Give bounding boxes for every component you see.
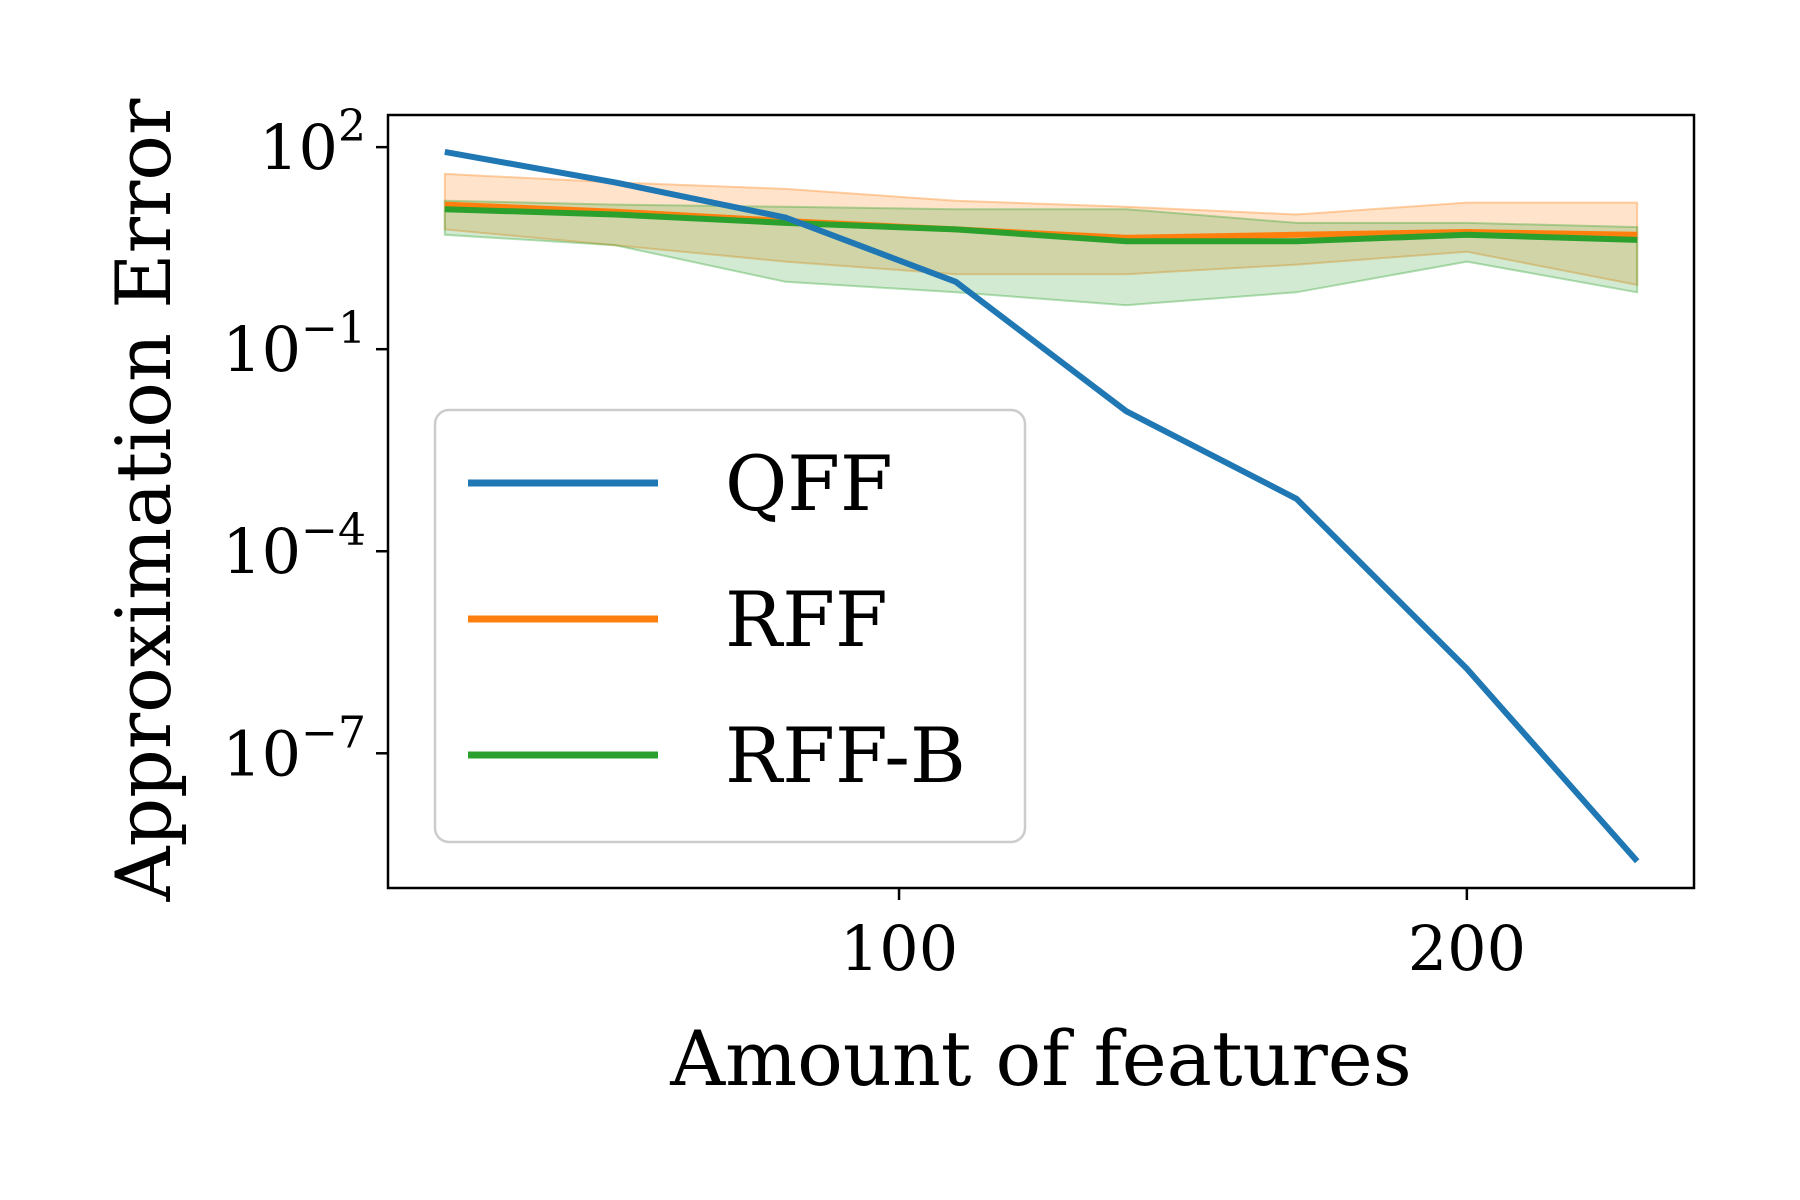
- legend: QFF RFF RFF-B: [433, 408, 1027, 844]
- y-tick-label: 10−1: [222, 303, 366, 386]
- band-rff-b: [443, 199, 1639, 307]
- x-tick-label: 200: [1408, 912, 1526, 985]
- y-tick-label: 10−7: [222, 707, 366, 790]
- legend-label-rff-b: RFF-B: [725, 711, 966, 800]
- legend-label-rff: RFF: [725, 575, 888, 664]
- x-axis-title: Amount of features: [669, 1014, 1412, 1103]
- y-axis-title: Approximation Error: [99, 98, 188, 902]
- confidence-bands: [443, 172, 1639, 307]
- x-tick-label: 100: [840, 912, 958, 985]
- y-axis-ticks: 102 10−1 10−4 10−7: [222, 101, 388, 790]
- y-tick-label: 10−4: [222, 505, 366, 588]
- band-rff: [443, 172, 1639, 287]
- x-axis-ticks: 100 200: [840, 888, 1526, 985]
- line-qff: [444, 148, 1640, 864]
- legend-box: [433, 408, 1027, 844]
- legend-label-qff: QFF: [725, 439, 893, 528]
- y-tick-label: 102: [259, 101, 366, 184]
- series-lines: [444, 148, 1640, 864]
- line-rff-b: [444, 206, 1638, 245]
- plot-frame: [386, 113, 1696, 890]
